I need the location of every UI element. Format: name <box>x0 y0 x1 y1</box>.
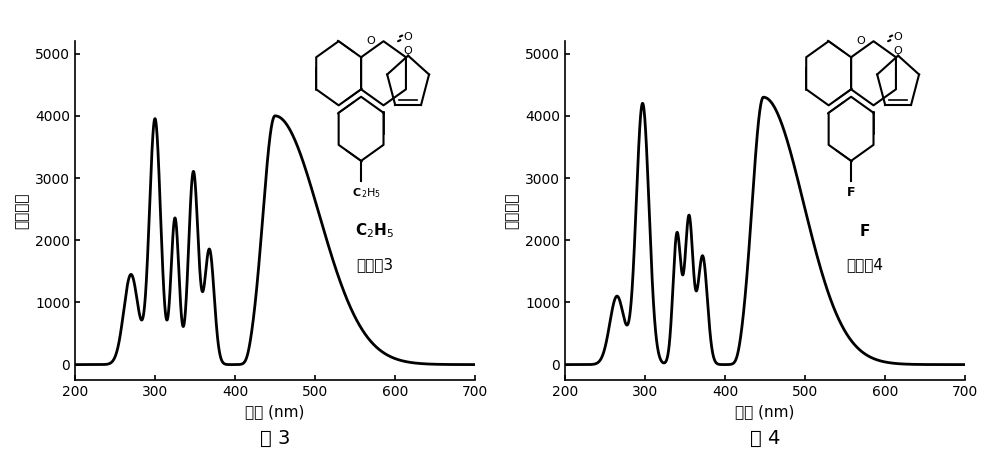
Text: C: C <box>353 188 361 198</box>
Text: 化合物4: 化合物4 <box>846 257 884 273</box>
Text: F: F <box>860 224 870 239</box>
Text: O: O <box>404 46 412 56</box>
Text: 化合物3: 化合物3 <box>356 257 394 273</box>
Text: O: O <box>856 36 865 46</box>
X-axis label: 波长 (nm): 波长 (nm) <box>245 404 305 420</box>
Text: C$_2$H$_5$: C$_2$H$_5$ <box>355 222 395 240</box>
Y-axis label: 荧光强度: 荧光强度 <box>14 192 29 229</box>
Text: F: F <box>847 186 855 199</box>
X-axis label: 波长 (nm): 波长 (nm) <box>735 404 795 420</box>
Y-axis label: 荧光强度: 荧光强度 <box>504 192 519 229</box>
Text: $_2$H$_5$: $_2$H$_5$ <box>361 186 381 200</box>
Text: O: O <box>403 32 412 42</box>
Text: 图 3: 图 3 <box>260 429 290 448</box>
Text: O: O <box>366 36 375 46</box>
Text: O: O <box>894 46 902 56</box>
Text: 图 4: 图 4 <box>750 429 780 448</box>
Text: O: O <box>893 32 902 42</box>
